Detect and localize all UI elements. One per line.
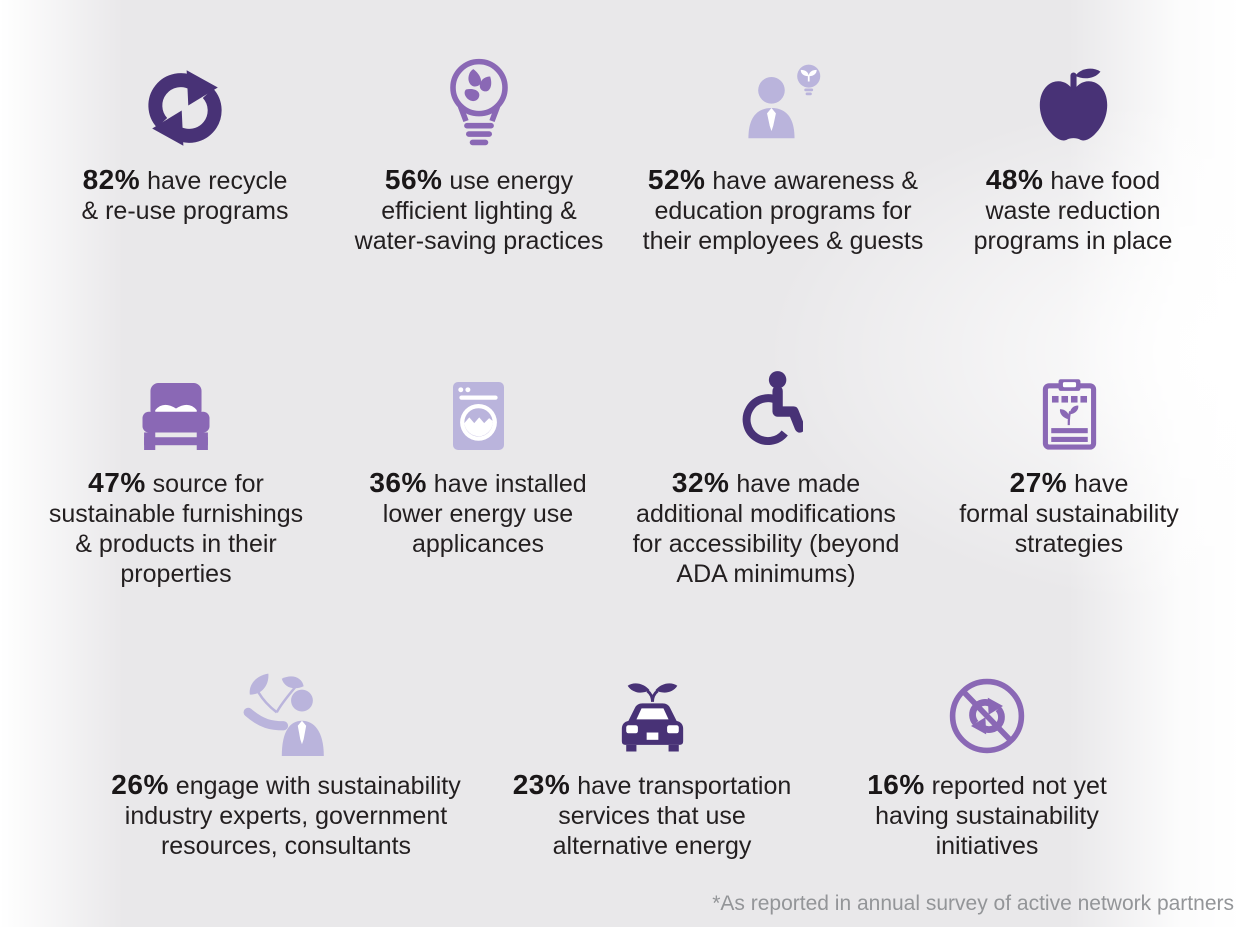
stat-caption: 27% have formal sustainability strategie… — [946, 468, 1192, 559]
stat-recycle: 82% have recycle & re-use programs — [55, 53, 315, 226]
stat-caption: 56% use energy efficient lighting & wate… — [340, 165, 618, 256]
recycle-icon — [148, 70, 222, 146]
icon-wrap — [946, 368, 1192, 450]
no-recycle-icon — [949, 678, 1025, 754]
stat-food-waste: 48% have food waste reduction programs i… — [945, 53, 1201, 256]
stat-description: have made additional modifications for a… — [632, 470, 900, 588]
stat-caption: 16% reported not yet having sustainabili… — [833, 770, 1141, 861]
stat-description: reported not yet having sustainability i… — [875, 772, 1107, 860]
stat-description: source for sustainable furnishings & pro… — [48, 470, 304, 588]
stat-description: have recycle & re-use programs — [81, 167, 289, 225]
stat-percentage: 32% — [671, 467, 730, 498]
stat-caption: 48% have food waste reduction programs i… — [945, 165, 1201, 256]
stat-description: have awareness & education programs for … — [642, 167, 924, 255]
stat-no-initiatives: 16% reported not yet having sustainabili… — [833, 672, 1141, 861]
bed-icon — [142, 383, 210, 450]
person-leaves-icon — [243, 673, 324, 756]
stat-percentage: 23% — [512, 769, 571, 800]
icon-wrap — [945, 53, 1201, 149]
stat-accessibility: 32% have made additional modifications f… — [608, 368, 924, 589]
wheelchair-icon — [742, 371, 803, 446]
stat-description: have transportation services that use al… — [552, 772, 792, 860]
icon-wrap — [90, 672, 482, 756]
stat-lighting: 56% use energy efficient lighting & wate… — [340, 53, 618, 256]
icon-wrap — [340, 53, 618, 149]
stat-furnishings: 47% source for sustainable furnishings &… — [44, 368, 308, 589]
apple-icon — [1039, 68, 1107, 141]
stat-percentage: 47% — [88, 467, 146, 498]
lightbulb-water-icon — [450, 58, 508, 146]
stat-percentage: 52% — [647, 164, 706, 195]
clipboard-leaf-icon — [1042, 379, 1096, 450]
stat-percentage: 56% — [384, 164, 443, 195]
footnote: *As reported in annual survey of active … — [712, 892, 1234, 915]
stat-appliances: 36% have installed lower energy use appl… — [355, 368, 601, 559]
stat-awareness: 52% have awareness & education programs … — [628, 53, 938, 256]
stat-caption: 47% source for sustainable furnishings &… — [44, 468, 308, 589]
stat-description: engage with sustainability industry expe… — [124, 772, 461, 860]
person-idea-icon — [748, 64, 821, 139]
stat-description: have food waste reduction programs in pl… — [973, 167, 1173, 255]
washing-machine-icon — [452, 382, 504, 450]
icon-wrap — [500, 672, 804, 756]
stat-description: have installed lower energy use applican… — [382, 470, 587, 558]
icon-wrap — [55, 53, 315, 149]
icon-wrap — [833, 672, 1141, 756]
stat-caption: 36% have installed lower energy use appl… — [355, 468, 601, 559]
car-leaves-icon — [621, 683, 683, 752]
stat-caption: 52% have awareness & education programs … — [628, 165, 938, 256]
stat-description: use energy efficient lighting & water-sa… — [354, 167, 604, 255]
stat-percentage: 27% — [1009, 467, 1068, 498]
icon-wrap — [608, 368, 924, 450]
icon-wrap — [628, 53, 938, 149]
stat-experts: 26% engage with sustainability industry … — [90, 672, 482, 861]
stat-caption: 32% have made additional modifications f… — [608, 468, 924, 589]
stat-caption: 82% have recycle & re-use programs — [55, 165, 315, 226]
stat-percentage: 26% — [111, 769, 169, 800]
icon-wrap — [355, 368, 601, 450]
stat-percentage: 36% — [369, 467, 427, 498]
stat-description: have formal sustainability strategies — [959, 470, 1179, 558]
stat-percentage: 82% — [82, 164, 141, 195]
stat-transportation: 23% have transportation services that us… — [500, 672, 804, 861]
stat-caption: 23% have transportation services that us… — [500, 770, 804, 861]
stat-caption: 26% engage with sustainability industry … — [90, 770, 482, 861]
stat-percentage: 16% — [867, 769, 925, 800]
stat-strategies: 27% have formal sustainability strategie… — [946, 368, 1192, 559]
stat-percentage: 48% — [985, 164, 1044, 195]
icon-wrap — [44, 368, 308, 450]
